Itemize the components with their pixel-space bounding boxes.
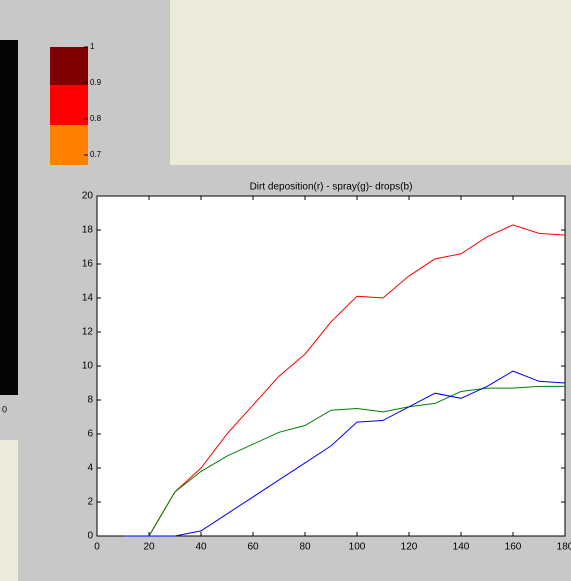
x-tick-label: 80 — [299, 542, 311, 553]
plot-area — [97, 196, 565, 536]
chart-title: Dirt deposition(r) - spray(g)- drops(b) — [250, 182, 413, 193]
y-tick-label: 20 — [82, 191, 94, 202]
colorbar-tick-label: 1 — [90, 42, 95, 51]
colorbar-tick-label: 0.8 — [90, 114, 102, 123]
x-tick-label: 180 — [557, 542, 571, 553]
y-tick-label: 10 — [82, 361, 94, 372]
image-view — [0, 40, 18, 395]
x-tick-label: 100 — [349, 542, 366, 553]
x-tick-label: 160 — [505, 542, 522, 553]
screen: 0 Dirt deposition(r) - spray(g)- drops(b… — [0, 0, 571, 581]
y-tick-label: 2 — [87, 497, 93, 508]
colorbar-block — [50, 85, 88, 125]
colorbar-tick-label: 0.7 — [90, 150, 102, 159]
y-tick-label: 0 — [87, 531, 93, 542]
y-tick-label: 18 — [82, 225, 94, 236]
y-tick-label: 6 — [87, 429, 93, 440]
image-axis-label: 0 — [2, 404, 7, 414]
y-tick-label: 12 — [82, 327, 94, 338]
y-tick-label: 4 — [87, 463, 93, 474]
x-tick-label: 0 — [94, 542, 100, 553]
x-tick-label: 140 — [453, 542, 470, 553]
x-tick-label: 60 — [247, 542, 259, 553]
colorbar-tick-label: 0.9 — [90, 78, 102, 87]
x-tick-label: 120 — [401, 542, 418, 553]
x-tick-label: 20 — [143, 542, 155, 553]
y-tick-label: 16 — [82, 259, 94, 270]
colorbar-block — [50, 125, 88, 170]
colorbar-block — [50, 47, 88, 85]
x-tick-label: 40 — [195, 542, 207, 553]
y-tick-label: 14 — [82, 293, 94, 304]
y-tick-label: 8 — [87, 395, 93, 406]
